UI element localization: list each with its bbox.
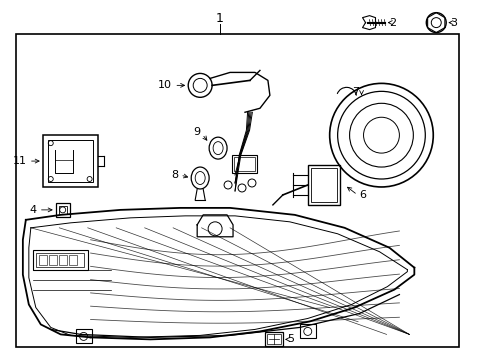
Text: 8: 8 (171, 170, 178, 180)
Text: 4: 4 (30, 205, 37, 215)
Bar (310, 168, 336, 202)
Bar (42, 135, 98, 187)
Bar (234, 157, 254, 171)
Bar (266, 334, 280, 345)
Bar (232, 155, 256, 173)
Bar (264, 332, 282, 346)
Bar (36, 253, 83, 267)
Text: 9: 9 (193, 127, 200, 137)
Text: 5: 5 (286, 334, 293, 345)
Bar (76, 329, 91, 343)
Text: 11: 11 (13, 156, 27, 166)
Text: 2: 2 (388, 18, 396, 28)
Bar (307, 165, 339, 205)
Bar (56, 203, 69, 217)
Bar (39, 255, 47, 265)
Text: 10: 10 (158, 80, 172, 90)
Bar (33, 250, 87, 270)
Bar (59, 255, 66, 265)
Bar (59, 206, 66, 214)
Text: 6: 6 (359, 190, 366, 200)
Bar (48, 140, 92, 182)
Bar (68, 255, 77, 265)
Text: 3: 3 (449, 18, 456, 28)
Bar (49, 255, 57, 265)
Bar (299, 324, 315, 338)
Text: 7: 7 (352, 87, 359, 97)
Bar (16, 33, 458, 347)
Text: 1: 1 (216, 12, 224, 25)
